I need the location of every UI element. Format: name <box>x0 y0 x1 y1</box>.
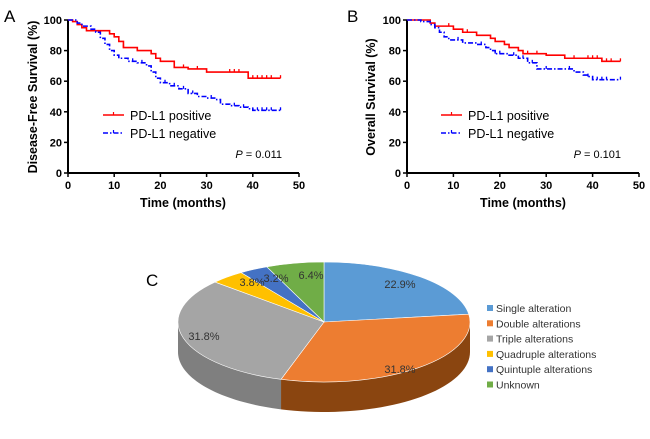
legend-label-positive-b: PD-L1 positive <box>468 109 549 123</box>
x-tick-label-b: 0 <box>404 180 410 192</box>
pie-legend-label-triple: Triple alterations <box>496 334 573 346</box>
pie-legend-swatch-single <box>487 305 493 311</box>
curves-b <box>407 19 622 81</box>
p-symbol-b: P <box>574 149 582 161</box>
pie-slices <box>177 261 471 383</box>
x-tick-label-a: 30 <box>200 180 212 192</box>
km-curve-positive-b <box>407 19 621 63</box>
pie-legend-label-double: Double alterations <box>496 318 581 330</box>
x-tick-label-a: 50 <box>293 180 305 192</box>
y-tick-label-b: 100 <box>383 15 401 27</box>
curves-a <box>68 19 282 112</box>
pie-label-quadruple: 3.8% <box>239 277 264 289</box>
pie-sides <box>178 322 470 412</box>
panel-label-a: A <box>4 7 16 26</box>
x-tick-label-b: 50 <box>633 180 645 192</box>
x-tick-label-b: 40 <box>586 180 598 192</box>
pie-legend-label-quintuple: Quintuple alterations <box>496 364 592 376</box>
panel-b-km-chart: B Overall Survival (%) Time (months) 0 10… <box>347 7 645 210</box>
pie-legend-swatch-unknown <box>487 381 493 388</box>
x-tick-label-a: 20 <box>154 180 166 192</box>
x-tick-label-a: 0 <box>65 180 71 192</box>
axes-a: 0 10 20 30 40 50 0 20 40 60 80 100 <box>44 15 305 192</box>
pie-legend-label-single: Single alteration <box>496 303 571 315</box>
pie-label-double: 31.8% <box>384 364 415 376</box>
x-tick-label-b: 10 <box>447 180 459 192</box>
legend-a: PD-L1 positive PD-L1 negative <box>103 109 216 141</box>
panel-a-km-chart: A Disease-Free Survival (%) Time (months… <box>4 7 305 210</box>
pie-slice-triple <box>177 281 325 380</box>
pie-label-single: 22.9% <box>384 279 415 291</box>
legend-label-negative-a: PD-L1 negative <box>130 127 216 141</box>
axes-b: 0 10 20 30 40 50 0 20 40 60 80 100 <box>383 15 645 192</box>
y-tick-label-a: 80 <box>50 46 62 58</box>
pie-legend-label-quadruple: Quadruple alterations <box>496 349 596 361</box>
y-tick-label-b: 40 <box>389 107 401 119</box>
y-tick-label-b: 20 <box>389 137 401 149</box>
x-axis-title-b: Time (months) <box>480 196 566 210</box>
pie-side-triple <box>178 322 282 410</box>
y-tick-label-b: 80 <box>389 46 401 58</box>
y-axis-title-b: Overall Survival (%) <box>364 38 378 155</box>
p-value-b: P = 0.101 <box>574 149 621 161</box>
panel-label-b: B <box>347 7 358 26</box>
y-tick-label-a: 100 <box>44 15 62 27</box>
pie-labels: 22.9% 31.8% 31.8% 3.8%3.2% 6.4% <box>188 270 415 376</box>
pie-legend-swatch-double <box>487 320 493 327</box>
km-curve-negative-b <box>407 19 621 81</box>
pie-label-quintuple: 3.2% <box>263 273 288 285</box>
x-tick-label-a: 10 <box>108 180 120 192</box>
p-value-text-a: = 0.011 <box>243 149 282 161</box>
pie-slice-single <box>323 261 470 323</box>
km-curve-positive-a <box>68 19 281 79</box>
y-tick-label-a: 20 <box>50 137 62 149</box>
x-tick-label-b: 30 <box>540 180 552 192</box>
y-tick-label-a: 0 <box>56 168 62 180</box>
pie-legend-swatch-triple <box>487 335 493 342</box>
pie-legend-swatch-quadruple <box>487 350 493 357</box>
pie-legend: Single alteration Double alterations Tripl… <box>487 303 596 392</box>
y-tick-label-b: 60 <box>389 76 401 88</box>
p-value-text-b: = 0.101 <box>581 149 621 161</box>
p-symbol-a: P <box>235 149 243 161</box>
km-curve-negative-a <box>68 19 281 112</box>
pie-legend-swatch-quintuple <box>487 366 493 373</box>
pie-label-triple: 31.8% <box>188 331 219 343</box>
pie-slice-double <box>280 313 471 383</box>
pie-legend-label-unknown: Unknown <box>496 380 540 392</box>
x-tick-label-b: 20 <box>494 180 506 192</box>
legend-label-positive-a: PD-L1 positive <box>130 109 211 123</box>
y-tick-label-a: 40 <box>50 107 62 119</box>
y-axis-title-a: Disease-Free Survival (%) <box>26 21 40 174</box>
panel-label-c: C <box>146 271 158 290</box>
legend-b: PD-L1 positive PD-L1 negative <box>441 109 554 141</box>
x-axis-title-a: Time (months) <box>140 196 226 210</box>
legend-label-negative-b: PD-L1 negative <box>468 127 554 141</box>
y-tick-label-b: 0 <box>395 168 401 180</box>
p-value-a: P = 0.011 <box>235 149 282 161</box>
pie-slice-unknown <box>266 261 325 323</box>
y-tick-label-a: 60 <box>50 76 62 88</box>
panel-c-pie-chart: C 22.9% 31.8% 31.8% 3.8%3.2% 6.4% Single alt… <box>146 261 596 412</box>
pie-label-unknown: 6.4% <box>298 270 323 282</box>
pie-side-double <box>281 322 470 412</box>
x-tick-label-a: 40 <box>247 180 259 192</box>
